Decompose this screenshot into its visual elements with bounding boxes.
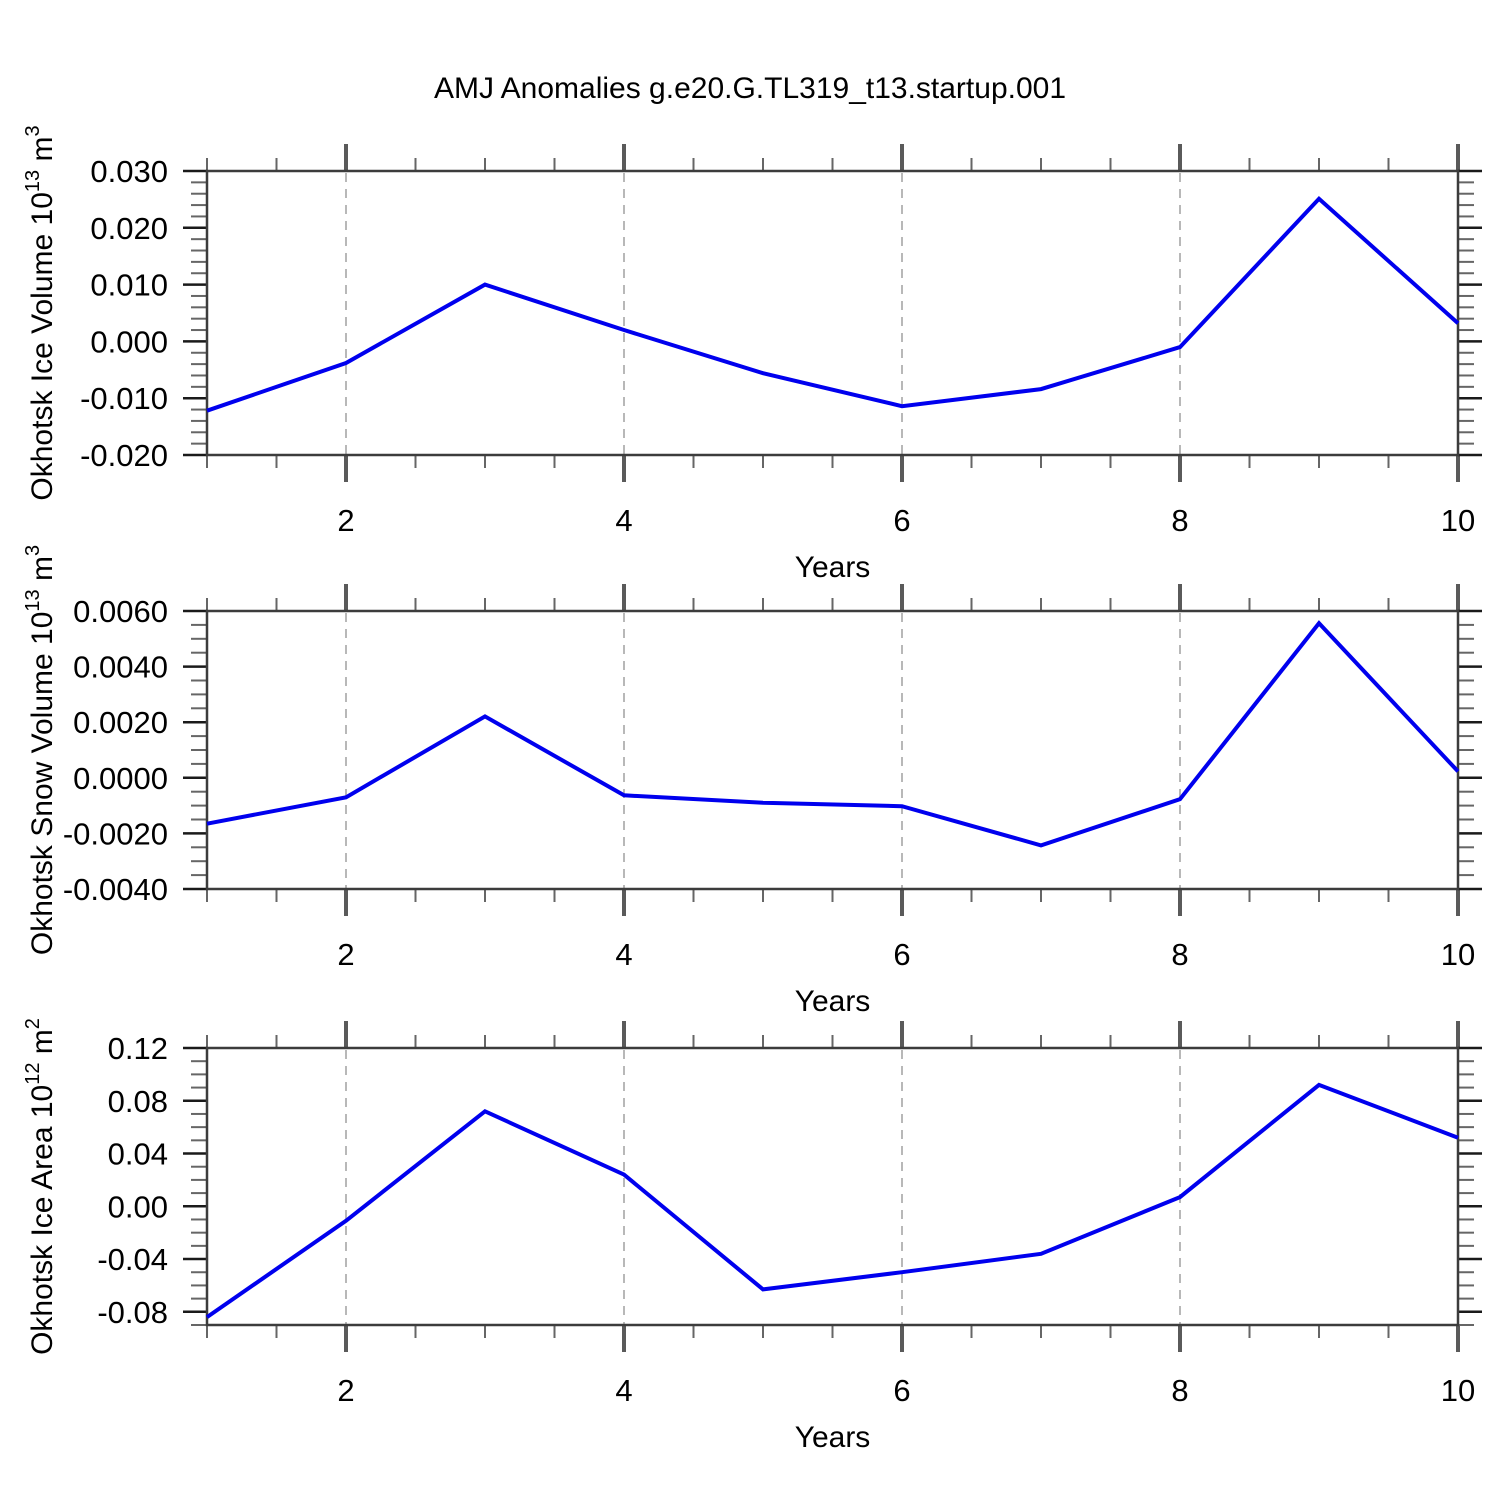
- x-axis-title: Years: [795, 551, 871, 584]
- x-tick-label: 4: [615, 1373, 632, 1408]
- y-tick-label: 0.030: [90, 154, 168, 189]
- x-tick-label: 8: [1171, 1373, 1188, 1408]
- y-axis-title: Okhotsk Ice Volume 1013 m3: [22, 125, 59, 500]
- x-tick-label: 10: [1441, 1373, 1475, 1408]
- figure-title: AMJ Anomalies g.e20.G.TL319_t13.startup.…: [433, 72, 1067, 105]
- y-axis-title: Okhotsk Ice Area 1012 m2: [22, 1018, 59, 1355]
- y-tick-label: 0.0000: [73, 761, 168, 796]
- y-tick-label: 0.0040: [73, 650, 168, 685]
- y-tick-label: 0.0060: [73, 594, 168, 629]
- x-tick-label: 10: [1441, 503, 1475, 538]
- data-line: [206, 620, 1460, 848]
- y-tick-label: -0.08: [97, 1295, 168, 1330]
- x-tick-label: 2: [337, 937, 354, 972]
- x-tick-label: 8: [1171, 937, 1188, 972]
- y-tick-label: -0.04: [97, 1242, 168, 1277]
- y-tick-label: -0.0040: [63, 872, 168, 907]
- x-tick-label: 2: [337, 503, 354, 538]
- plot-box: [205, 609, 1460, 891]
- data-line: [206, 196, 1460, 413]
- x-axis-title: Years: [795, 1421, 871, 1454]
- data-line: [205, 1082, 1459, 1319]
- x-tick-label: 2: [337, 1373, 354, 1408]
- chart-panel-3: 2 4 6 8 10 0.12 0.08 0.04 0.00 -0.04 -0.08 Years Okh…: [22, 1018, 1482, 1454]
- y-tick-label: 0.00: [108, 1189, 168, 1224]
- y-tick-label: 0.12: [108, 1031, 168, 1066]
- x-tick-label: 4: [615, 503, 632, 538]
- plot-box: [205, 1046, 1460, 1327]
- x-tick-label: 6: [893, 1373, 910, 1408]
- chart-panel-2: 2 4 6 8 10 0.0060 0.0040 0.0020 0.0000 -0.0020 -0.…: [22, 545, 1482, 1018]
- x-tick-label: 4: [615, 937, 632, 972]
- x-tick-label: 10: [1441, 937, 1475, 972]
- chart-panel-1: 2 4 6 8 10 0.030 0.020 0.010 0.000 -0.010 -0.020 Ye…: [22, 125, 1482, 584]
- x-tick-label: 6: [893, 937, 910, 972]
- plot-box: [205, 169, 1460, 457]
- x-tick-label: 8: [1171, 503, 1188, 538]
- y-tick-label: 0.04: [108, 1137, 168, 1172]
- y-axis-title: Okhotsk Snow Volume 1013 m3: [22, 545, 59, 955]
- y-tick-label: 0.020: [90, 211, 168, 246]
- y-tick-label: -0.010: [80, 381, 168, 416]
- y-tick-label: 0.08: [108, 1084, 168, 1119]
- y-tick-label: 0.010: [90, 268, 168, 303]
- y-tick-label: -0.0020: [63, 816, 168, 851]
- x-tick-label: 6: [893, 503, 910, 538]
- y-tick-label: 0.0020: [73, 705, 168, 740]
- y-tick-label: -0.020: [80, 438, 168, 473]
- x-axis-title: Years: [795, 985, 871, 1018]
- y-tick-label: 0.000: [90, 324, 168, 359]
